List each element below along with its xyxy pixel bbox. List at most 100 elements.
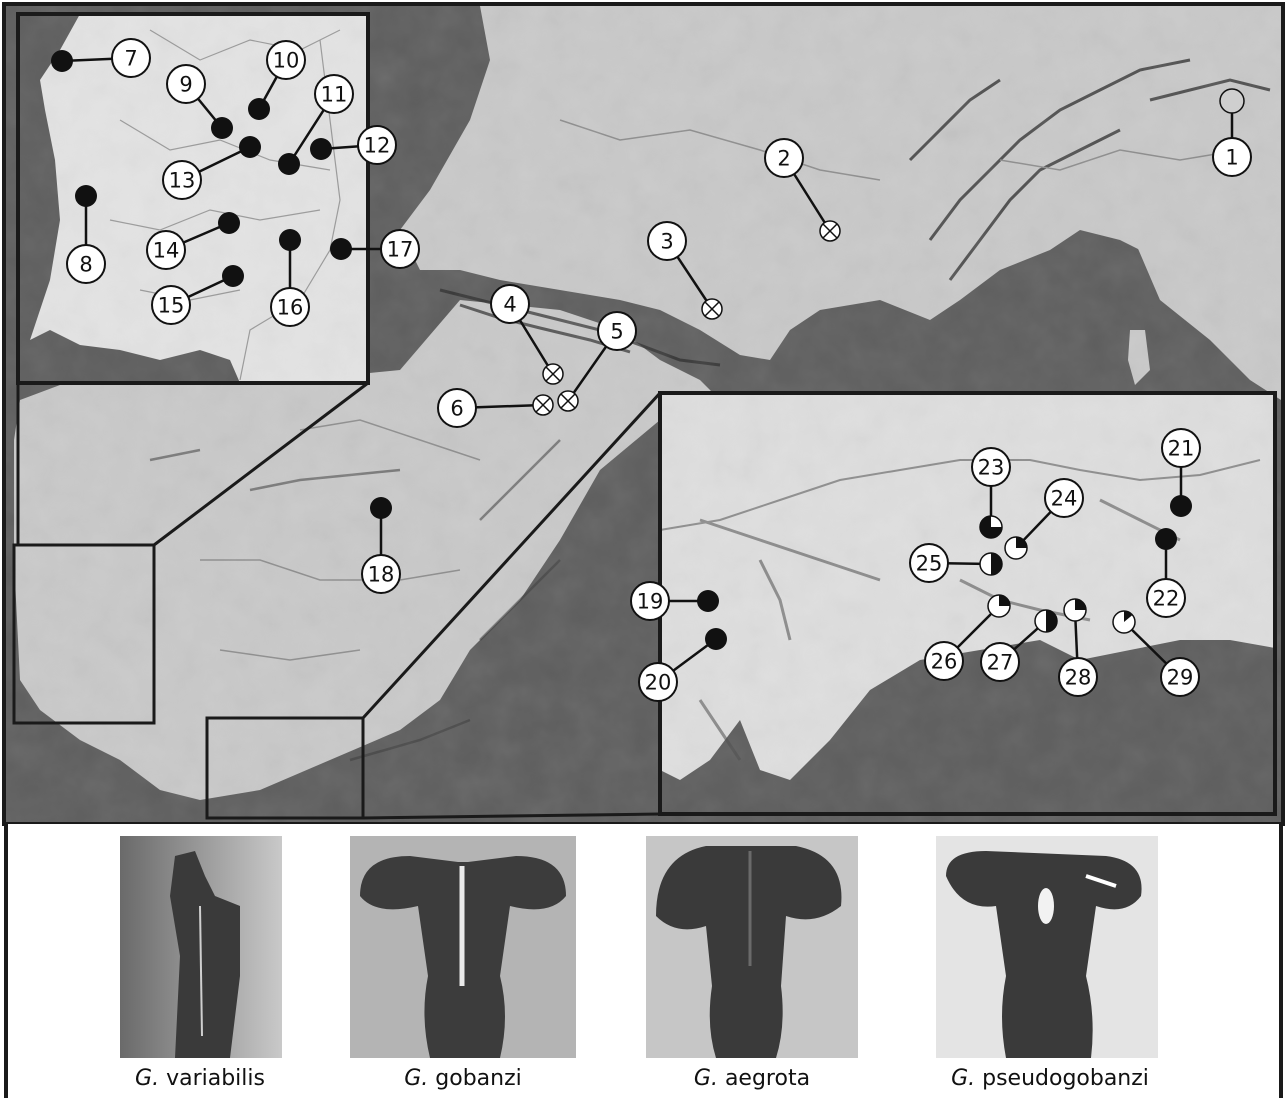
site-label-badge — [1160, 657, 1200, 697]
site-label-text: 25 — [916, 552, 943, 576]
site-4: 4 — [490, 284, 564, 385]
site-label-badge — [146, 230, 186, 270]
site-marker — [1034, 609, 1058, 633]
site-label-text: 7 — [124, 47, 137, 71]
site-label-badge — [630, 581, 670, 621]
site-label-badge — [361, 554, 401, 594]
site-marker — [1112, 610, 1136, 634]
site-label-badge — [490, 284, 530, 324]
site-label-text: 27 — [987, 651, 1014, 675]
site-23: 23 — [971, 447, 1011, 539]
site-label-badge — [314, 74, 354, 114]
site-label-text: 11 — [321, 83, 348, 107]
site-9: 9 — [166, 64, 233, 139]
site-label-text: 17 — [387, 238, 414, 262]
portugal-region-box — [12, 543, 156, 725]
photo-pseudogobanzi — [936, 836, 1158, 1058]
site-17: 17 — [330, 229, 420, 269]
site-marker — [542, 363, 564, 385]
site-label-text: 15 — [158, 294, 185, 318]
caption-variabilis: G. variabilis — [135, 1066, 265, 1091]
site-label-text: 5 — [610, 320, 623, 344]
site-label-badge — [764, 138, 804, 178]
connector-line — [361, 391, 662, 720]
site-6: 6 — [437, 388, 554, 428]
site-marker — [1004, 536, 1028, 560]
site-18: 18 — [361, 497, 401, 594]
caption-pseudogobanzi: G. pseudogobanzi — [951, 1066, 1149, 1091]
site-marker — [987, 594, 1011, 618]
site-label-text: 3 — [660, 230, 673, 254]
site-label-badge — [1161, 428, 1201, 468]
site-marker — [1063, 598, 1087, 622]
site-12: 12 — [310, 125, 397, 165]
site-label-badge — [266, 40, 306, 80]
site-label-text: 4 — [503, 293, 516, 317]
site-5: 5 — [557, 311, 637, 412]
site-label-text: 19 — [637, 590, 664, 614]
site-label-text: 18 — [368, 563, 395, 587]
site-marker — [218, 212, 240, 234]
photo-gobanzi — [350, 836, 576, 1058]
site-27: 27 — [980, 609, 1058, 682]
site-marker — [1155, 528, 1177, 550]
caption-aegrota: G. aegrota — [693, 1066, 811, 1091]
site-label-text: 16 — [277, 296, 304, 320]
site-marker — [330, 238, 352, 260]
photo-aegrota — [646, 836, 858, 1058]
site-label-text: 20 — [645, 671, 672, 695]
andalusia-region-box — [205, 716, 365, 820]
connector-line — [362, 812, 661, 820]
site-label-badge — [151, 285, 191, 325]
site-label-text: 12 — [364, 134, 391, 158]
site-label-text: 13 — [169, 169, 196, 193]
site-marker — [1219, 88, 1245, 114]
site-label-badge — [638, 662, 678, 702]
site-marker — [979, 552, 1003, 576]
site-marker — [370, 497, 392, 519]
site-19: 19 — [630, 581, 719, 621]
site-label-text: 8 — [79, 253, 92, 277]
site-marker — [557, 390, 579, 412]
site-marker — [211, 117, 233, 139]
site-label-badge — [909, 543, 949, 583]
site-13: 13 — [162, 136, 261, 200]
site-21: 21 — [1161, 428, 1201, 517]
site-label-badge — [1146, 578, 1186, 618]
site-marker — [75, 185, 97, 207]
site-label-badge — [111, 38, 151, 78]
site-label-badge — [166, 64, 206, 104]
site-8: 8 — [66, 185, 106, 284]
site-marker — [701, 298, 723, 320]
site-label-badge — [597, 311, 637, 351]
site-label-text: 24 — [1051, 487, 1078, 511]
site-marker — [248, 98, 270, 120]
site-label-text: 23 — [978, 456, 1005, 480]
site-3: 3 — [647, 221, 723, 320]
site-29: 29 — [1112, 610, 1200, 697]
site-marker — [279, 229, 301, 251]
site-label-badge — [1212, 137, 1252, 177]
site-marker — [239, 136, 261, 158]
inset-portugal-border — [16, 12, 370, 385]
site-label-text: 28 — [1065, 666, 1092, 690]
site-label-badge — [437, 388, 477, 428]
site-20: 20 — [638, 628, 727, 702]
site-16: 16 — [270, 229, 310, 327]
site-label-text: 6 — [450, 397, 463, 421]
site-label-badge — [971, 447, 1011, 487]
site-11: 11 — [278, 74, 354, 175]
photo-variabilis — [120, 836, 282, 1058]
site-marker — [979, 515, 1003, 539]
site-label-badge — [270, 287, 310, 327]
site-label-text: 22 — [1153, 587, 1180, 611]
site-1: 1 — [1212, 88, 1252, 177]
site-marker — [705, 628, 727, 650]
site-marker — [222, 265, 244, 287]
site-marker — [1170, 495, 1192, 517]
site-label-badge — [380, 229, 420, 269]
site-marker — [697, 590, 719, 612]
site-28: 28 — [1058, 598, 1098, 697]
